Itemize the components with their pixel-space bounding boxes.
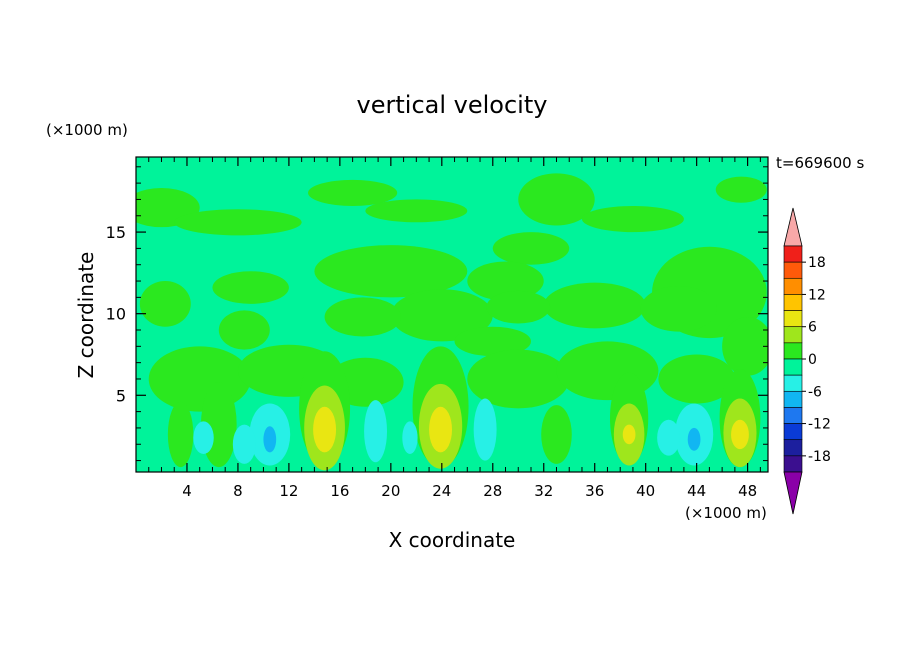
contour-region: [473, 398, 497, 461]
y-tick-label: 15: [106, 223, 126, 242]
colorbar-segment: [783, 455, 803, 473]
contour-region: [543, 282, 646, 329]
contour-region: [486, 290, 551, 324]
colorbar-segment: [783, 390, 803, 408]
contour-region: [167, 401, 194, 468]
colorbar-tick-label: -6: [808, 384, 822, 400]
contour-region: [687, 427, 701, 451]
contour-region: [308, 179, 398, 206]
y-tick-label: 5: [116, 386, 126, 405]
contour-region: [658, 354, 735, 404]
y-axis-title: Z coordinate: [74, 252, 98, 379]
x-axis-title: X coordinate: [389, 528, 516, 552]
contour-region: [174, 209, 302, 236]
colorbar-max-extension: [783, 207, 803, 247]
x-axis: 4 8 12 16 20 24 28 32 36 40 44 48: [148, 157, 761, 500]
contour-region: [640, 285, 718, 332]
x-tick-label: 20: [381, 482, 400, 500]
contour-region: [518, 173, 595, 226]
contour-region: [581, 205, 684, 233]
colorbar-segment: [783, 245, 803, 263]
contour-region: [731, 419, 749, 450]
colorbar-segment: [783, 342, 803, 360]
contour-region: [139, 281, 191, 327]
contour-region: [402, 421, 418, 455]
x-tick-label: 16: [330, 482, 349, 500]
y-tick-label: 10: [106, 305, 126, 324]
x-tick-label: 4: [182, 482, 192, 500]
x-tick-label: 40: [636, 482, 655, 500]
contour-region: [212, 271, 289, 304]
x-tick-label: 36: [585, 482, 604, 500]
colorbar-tick-label: -12: [808, 417, 831, 433]
x-tick-label: 28: [483, 482, 502, 500]
contour-region: [541, 405, 572, 464]
colorbar-tick-label: 12: [808, 287, 826, 303]
time-label: t=669600 s: [776, 154, 864, 172]
y-axis: 5 10 15: [106, 166, 768, 462]
colorbar-segment: [783, 358, 803, 376]
colorbar-segment: [783, 310, 803, 328]
colorbar: 18 12 6 0 -6 -12 -18: [783, 207, 831, 515]
contour-region: [314, 245, 468, 298]
x-tick-label: 24: [432, 482, 451, 500]
colorbar-min-extension: [783, 471, 803, 515]
colorbar-segment: [783, 439, 803, 457]
colorbar-tick-label: 6: [808, 320, 817, 336]
contour-region: [365, 199, 468, 223]
colorbar-tick-label: -18: [808, 449, 831, 465]
x-tick-label: 32: [534, 482, 553, 500]
colorbar-segment: [783, 277, 803, 295]
x-tick-label: 8: [233, 482, 243, 500]
chart-title: vertical velocity: [357, 91, 548, 119]
colorbar-segment: [783, 261, 803, 279]
contour-region: [722, 316, 768, 376]
colorbar-tick-label: 0: [808, 352, 817, 368]
colorbar-segment: [783, 294, 803, 311]
contour-region: [715, 176, 767, 203]
y-unit-label: (×1000 m): [46, 121, 128, 139]
contour-region: [467, 261, 544, 301]
x-tick-label: 12: [279, 482, 298, 500]
contour-field: [136, 157, 768, 472]
contour-region: [263, 426, 277, 453]
contour-region: [390, 289, 493, 342]
x-unit-label: (×1000 m): [685, 504, 767, 522]
x-tick-label: 44: [687, 482, 706, 500]
contour-region: [454, 326, 531, 357]
contour-region: [364, 400, 388, 463]
colorbar-segment: [783, 374, 803, 392]
contour-region: [492, 232, 570, 265]
contour-region: [467, 349, 570, 409]
contour-region: [232, 424, 256, 464]
contour-region: [313, 406, 337, 453]
contour-region: [429, 406, 452, 453]
colorbar-segment: [783, 407, 803, 424]
x-tick-label: 48: [738, 482, 757, 500]
contour-region: [657, 419, 681, 456]
contour-region: [193, 421, 214, 455]
contour-region: [148, 346, 251, 412]
plot-frame: [135, 156, 769, 473]
colorbar-segment: [783, 326, 803, 344]
colorbar-segment: [783, 423, 803, 441]
contour-region: [218, 310, 270, 350]
contour-region: [622, 424, 636, 445]
contour-region: [324, 297, 402, 337]
colorbar-tick-label: 18: [808, 255, 826, 271]
